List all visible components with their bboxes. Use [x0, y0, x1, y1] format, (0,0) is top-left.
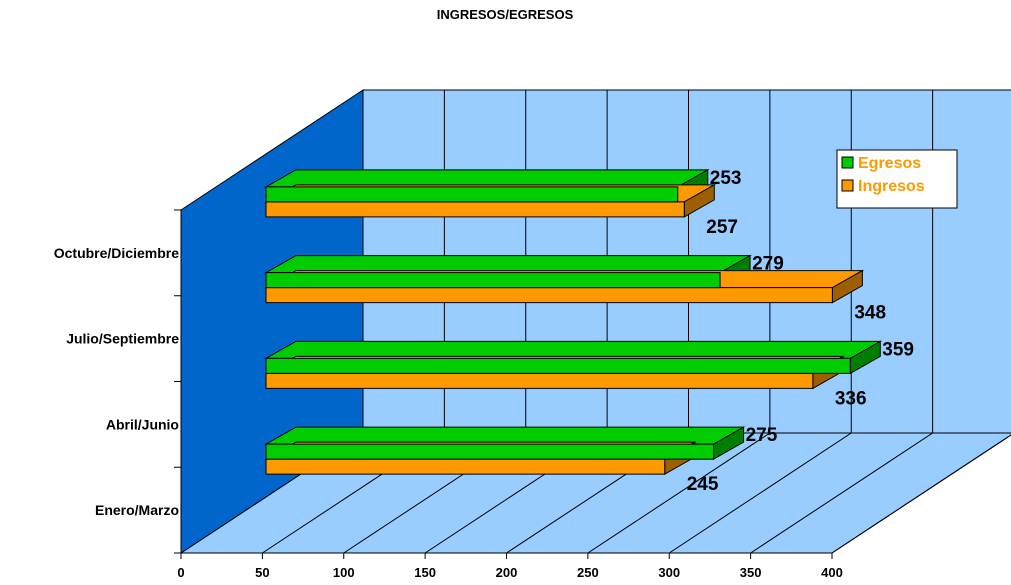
- legend-swatch: [841, 179, 854, 192]
- bar-egresos-front: [265, 443, 715, 460]
- data-label-ingresos: 348: [854, 303, 886, 324]
- gridline: [831, 434, 1011, 554]
- x-tick-label: 0: [177, 565, 184, 580]
- category-label: Octubre/Diciembre: [54, 245, 179, 261]
- bar-egresos-front: [265, 272, 721, 289]
- chart-title: INGRESOS/EGRESOS: [437, 7, 574, 22]
- data-label-ingresos: 336: [835, 388, 867, 409]
- legend-label: Egresos: [858, 155, 921, 172]
- legend-swatch: [841, 156, 854, 169]
- data-label-egresos: 359: [882, 339, 914, 360]
- category-label: Enero/Marzo: [95, 502, 179, 518]
- bar-egresos-top: [264, 426, 746, 445]
- bar-ingresos-front: [265, 287, 833, 304]
- bars: [264, 169, 883, 475]
- bar-ingresos-front: [265, 372, 814, 389]
- x-tick-label: 350: [740, 565, 762, 580]
- category-label: Abril/Junio: [106, 416, 179, 432]
- data-label-ingresos: 257: [706, 217, 738, 238]
- bar-egresos-top: [264, 169, 710, 188]
- x-tick-label: 50: [255, 565, 269, 580]
- x-tick-label: 300: [658, 565, 680, 580]
- x-tick-label: 100: [333, 565, 355, 580]
- bar-egresos-top: [264, 255, 752, 274]
- x-tick-labels: 0 50 100 150 200 250 300 350 400: [177, 553, 843, 580]
- bar-egresos-front: [265, 186, 679, 203]
- category-label: Julio/Septiembre: [66, 331, 179, 347]
- category-ticks: [174, 209, 181, 554]
- bar-ingresos-front: [265, 458, 666, 475]
- data-label-ingresos: 245: [687, 474, 719, 495]
- data-labels: 275 245 359 336 279 348 253 257: [687, 168, 914, 495]
- bar-egresos-front: [265, 357, 851, 374]
- legend: Egresos Ingresos: [836, 149, 958, 209]
- legend-label: Ingresos: [858, 178, 925, 195]
- data-label-egresos: 253: [710, 168, 742, 189]
- x-tick-label: 200: [496, 565, 518, 580]
- bar-ingresos-front: [265, 201, 685, 218]
- gridline: [587, 90, 771, 554]
- bar-egresos-top: [264, 340, 883, 359]
- data-label-egresos: 275: [746, 425, 778, 446]
- legend-box: [836, 149, 958, 209]
- data-label-egresos: 279: [752, 254, 784, 275]
- x-tick-label: 150: [414, 565, 436, 580]
- x-tick-label: 250: [577, 565, 599, 580]
- category-labels: Enero/Marzo Abril/Junio Julio/Septiembre Oc…: [54, 245, 179, 518]
- x-tick-label: 400: [821, 565, 843, 580]
